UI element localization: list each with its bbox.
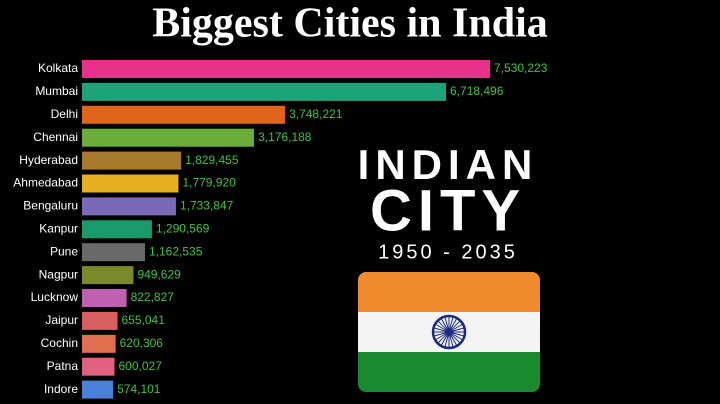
value-label: 1,290,569 <box>156 221 210 235</box>
value-label: 3,176,188 <box>258 130 312 144</box>
bar <box>82 289 127 307</box>
bar <box>82 311 118 330</box>
y-tick-label: Lucknow <box>31 290 79 304</box>
value-label: 3,748,221 <box>289 107 343 121</box>
bar <box>82 174 179 193</box>
value-label: 822,827 <box>131 290 175 304</box>
value-label: 600,027 <box>119 359 163 373</box>
annotation: CITY <box>370 178 526 243</box>
bar <box>82 197 176 216</box>
y-tick-label: Pune <box>50 244 78 258</box>
bar <box>82 105 286 124</box>
bar <box>82 128 255 147</box>
bar <box>82 243 145 262</box>
bar <box>82 60 490 78</box>
value-label: 7,530,223 <box>494 61 548 75</box>
y-tick-label: Nagpur <box>39 267 78 281</box>
flag-stripe <box>358 272 540 312</box>
bar <box>82 266 134 285</box>
y-tick-label: Mumbai <box>35 84 78 98</box>
value-label: 949,629 <box>137 267 181 281</box>
y-tick-label: Patna <box>47 359 79 373</box>
y-tick-label: Jaipur <box>45 313 78 327</box>
y-tick-label: Chennai <box>33 130 78 144</box>
y-tick-label: Indore <box>44 382 78 396</box>
y-tick-label: Hyderabad <box>19 153 78 167</box>
bar <box>82 82 447 101</box>
flag-spoke <box>433 327 465 337</box>
y-tick-label: Ahmedabad <box>13 176 78 190</box>
value-label: 1,162,535 <box>149 244 203 258</box>
value-label: 6,718,496 <box>450 84 504 98</box>
y-tick-label: Kolkata <box>38 61 78 75</box>
bar <box>82 151 182 170</box>
chart-title: Biggest Cities in India <box>152 1 548 47</box>
value-label: 1,779,920 <box>182 176 236 190</box>
value-label: 574,101 <box>117 382 161 396</box>
annotation: INDIAN <box>358 141 539 188</box>
value-label: 1,733,847 <box>180 199 234 213</box>
flag-stripe <box>358 352 540 392</box>
value-label: 1,829,455 <box>185 153 239 167</box>
flag-spokes <box>433 316 465 348</box>
y-tick-label: Cochin <box>41 336 78 350</box>
bar <box>82 380 114 399</box>
annotation: 1950 - 2035 <box>378 241 518 263</box>
flag <box>358 272 540 392</box>
y-tick-label: Bengaluru <box>23 199 78 213</box>
value-label: 655,041 <box>121 313 165 327</box>
bar <box>82 220 152 239</box>
value-label: 620,306 <box>120 336 164 350</box>
y-tick-label: Kanpur <box>39 221 78 235</box>
bar <box>82 357 115 376</box>
y-tick-label: Delhi <box>51 107 78 121</box>
bar <box>82 334 116 353</box>
